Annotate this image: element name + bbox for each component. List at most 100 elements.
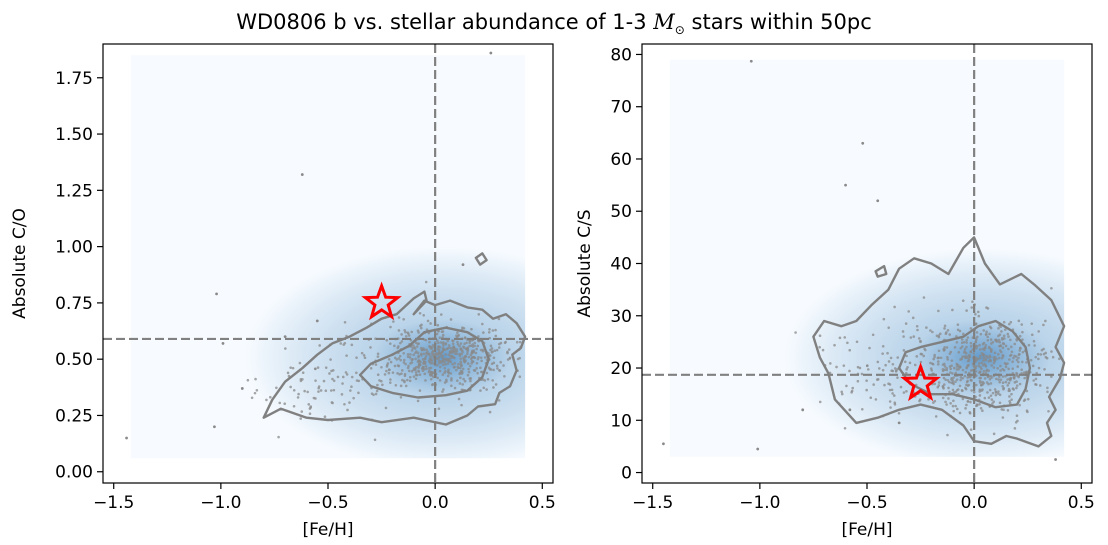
scatter-point	[319, 389, 323, 392]
scatter-point	[969, 350, 973, 354]
scatter-point	[402, 317, 406, 321]
scatter-point	[912, 335, 916, 338]
scatter-point	[1012, 377, 1016, 380]
scatter-point	[1051, 355, 1055, 359]
scatter-point	[404, 384, 408, 388]
scatter-point	[286, 371, 290, 375]
scatter-point	[935, 334, 939, 338]
scatter-point	[888, 400, 892, 403]
scatter-point	[943, 327, 946, 330]
scatter-point	[969, 345, 973, 348]
scatter-point	[1006, 332, 1010, 336]
scatter-point	[875, 378, 879, 381]
scatter-point	[1038, 384, 1042, 387]
scatter-point	[890, 388, 894, 392]
scatter-point	[431, 383, 435, 386]
scatter-point	[899, 385, 903, 389]
scatter-point	[490, 347, 494, 350]
scatter-point	[1002, 368, 1006, 372]
scatter-point	[984, 344, 988, 347]
scatter-point	[989, 350, 993, 353]
scatter-point	[466, 347, 469, 351]
scatter-point	[213, 425, 216, 429]
scatter-point	[291, 366, 295, 370]
scatter-point	[393, 356, 397, 360]
scatter-point	[979, 354, 982, 358]
y-tick-label: 0.50	[55, 350, 93, 370]
density-contour	[897, 319, 1032, 409]
scatter-point	[944, 378, 947, 381]
scatter-point	[922, 354, 926, 358]
scatter-point	[993, 359, 997, 363]
scatter-point	[459, 376, 462, 380]
scatter-point	[488, 367, 492, 371]
scatter-point	[385, 369, 388, 373]
scatter-point	[961, 389, 964, 393]
scatter-point	[330, 369, 333, 373]
scatter-point	[1018, 334, 1022, 338]
scatter-point	[1042, 347, 1045, 351]
scatter-point	[840, 392, 844, 396]
y-tick-label: 60	[610, 150, 632, 170]
scatter-point	[1050, 350, 1053, 353]
scatter-point	[289, 385, 292, 389]
scatter-point	[1010, 398, 1013, 401]
scatter-point	[965, 365, 969, 369]
scatter-point	[897, 421, 901, 425]
scatter-point	[987, 345, 991, 349]
scatter-point	[412, 353, 415, 357]
scatter-point	[437, 356, 440, 359]
scatter-point	[441, 350, 444, 353]
x-tick-label: −0.5	[846, 493, 887, 513]
scatter-point	[1046, 390, 1049, 394]
scatter-point	[414, 351, 417, 355]
scatter-point	[1002, 408, 1005, 412]
scatter-point	[449, 354, 452, 358]
scatter-point	[265, 398, 268, 402]
scatter-point	[1011, 360, 1014, 363]
scatter-point	[896, 376, 899, 379]
scatter-point	[429, 355, 432, 358]
scatter-point	[461, 326, 464, 330]
scatter-point	[389, 381, 392, 384]
scatter-point	[515, 340, 519, 344]
scatter-point	[949, 371, 952, 374]
scatter-point	[399, 358, 403, 362]
scatter-point	[292, 404, 296, 408]
scatter-point	[461, 367, 465, 371]
scatter-point	[983, 377, 987, 380]
scatter-point	[978, 394, 982, 397]
scatter-point	[397, 316, 401, 319]
scatter-point	[1006, 409, 1010, 412]
scatter-point	[503, 374, 506, 378]
scatter-point	[1002, 334, 1006, 338]
scatter-point	[488, 328, 491, 331]
scatter-point	[1032, 339, 1036, 343]
scatter-point	[990, 364, 994, 367]
scatter-point	[441, 390, 444, 393]
scatter-point	[983, 346, 987, 349]
scatter-point	[485, 388, 488, 391]
scatter-point	[987, 382, 990, 386]
scatter-point	[966, 379, 969, 383]
scatter-point	[423, 357, 427, 361]
scatter-point	[481, 349, 485, 353]
scatter-point	[954, 380, 957, 383]
scatter-point	[448, 346, 451, 349]
scatter-point	[944, 400, 947, 404]
scatter-point	[383, 373, 387, 376]
scatter-point	[982, 359, 985, 362]
scatter-point	[476, 344, 480, 348]
scatter-point	[406, 366, 410, 370]
scatter-point	[905, 389, 908, 393]
scatter-point	[1001, 384, 1004, 388]
scatter-point	[331, 377, 334, 381]
scatter-point	[278, 401, 282, 405]
scatter-point	[970, 306, 974, 309]
scatter-point	[980, 383, 983, 387]
scatter-point	[1037, 366, 1041, 370]
scatter-point	[962, 340, 966, 344]
scatter-point	[357, 379, 361, 383]
scatter-point	[1016, 365, 1020, 368]
scatter-point	[438, 365, 442, 369]
